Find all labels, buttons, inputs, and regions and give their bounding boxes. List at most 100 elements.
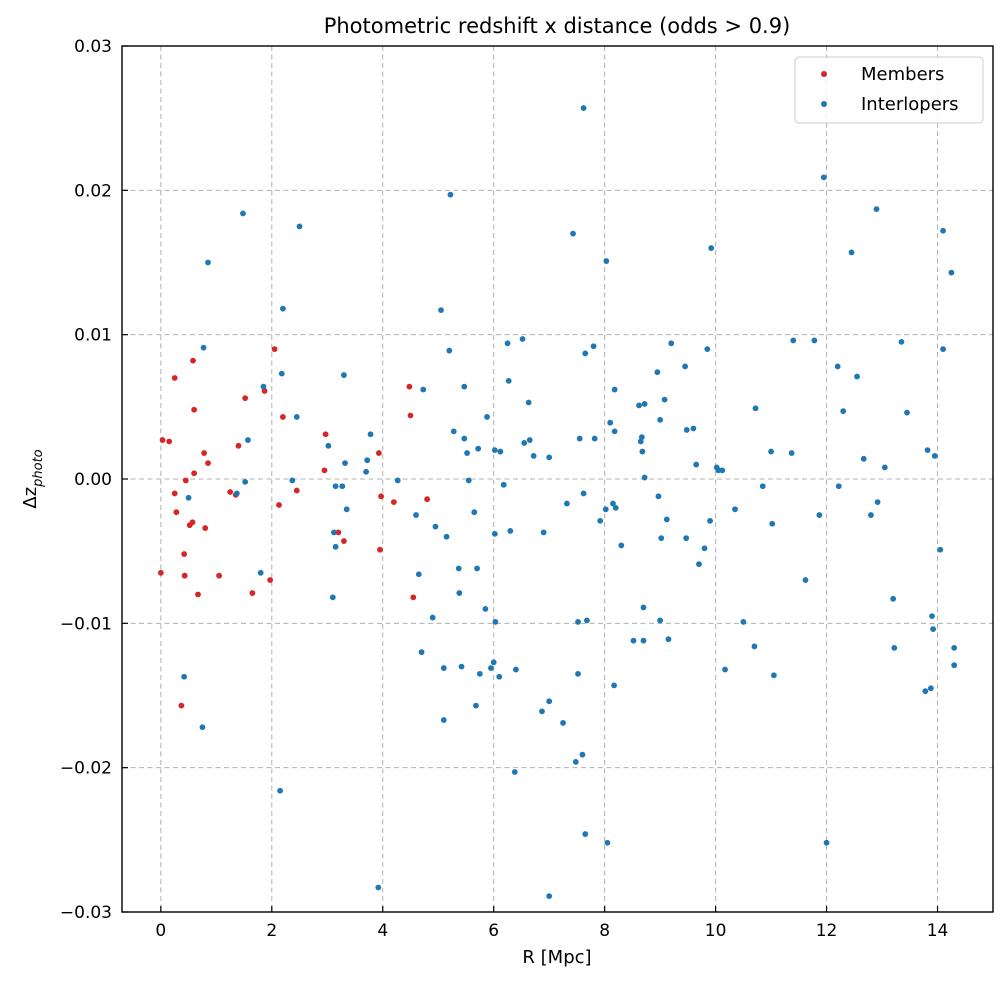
interloper-point (526, 437, 533, 443)
interloper-point (277, 787, 284, 794)
member-point (406, 383, 413, 390)
member-point (242, 395, 249, 402)
interloper-point (881, 464, 888, 471)
member-point (159, 437, 166, 443)
interloper-point (611, 386, 618, 393)
interloper-point (580, 490, 587, 497)
interloper-point (181, 673, 188, 680)
interloper-point (420, 386, 427, 393)
interloper-point (504, 340, 511, 347)
interloper-point (575, 618, 581, 625)
interloper-point (464, 450, 470, 456)
member-point (378, 493, 384, 500)
interloper-point (693, 461, 700, 468)
interloper-point (199, 724, 206, 731)
member-point (191, 470, 198, 477)
interloper-point (367, 431, 374, 438)
y-tick-label: −0.02 (60, 759, 112, 779)
legend-members-label: Members (861, 64, 944, 85)
interloper-point (630, 637, 637, 644)
interloper-point (440, 717, 447, 723)
member-point (173, 509, 180, 516)
x-tick-label: 10 (705, 921, 727, 941)
chart-title: Photometric redshift x distance (odds > … (324, 14, 791, 38)
interloper-point (951, 662, 958, 669)
y-tick-label: −0.03 (60, 903, 112, 923)
interloper-point (260, 383, 267, 390)
interloper-point (443, 533, 450, 540)
interloper-point (668, 340, 675, 347)
interloper-point (579, 751, 586, 758)
member-point (271, 346, 278, 352)
interloper-point (293, 414, 300, 420)
interloper-point (525, 399, 532, 406)
interloper-point (496, 673, 503, 680)
member-point (276, 502, 282, 508)
interloper-point (607, 419, 614, 426)
interloper-point (948, 269, 955, 276)
interloper-point (640, 637, 647, 644)
member-point (335, 529, 342, 536)
legend-interlopers-marker (821, 101, 827, 107)
interloper-point (707, 517, 713, 524)
interloper-point (597, 517, 604, 524)
interloper-point (701, 545, 708, 552)
interloper-point (618, 542, 625, 549)
interloper-point (924, 447, 931, 454)
member-point (321, 467, 328, 474)
member-point (424, 496, 431, 503)
interloper-point (572, 758, 579, 765)
interloper-point (560, 720, 566, 726)
interloper-point (661, 396, 668, 403)
interloper-point (492, 618, 499, 625)
x-tick-label: 2 (266, 921, 277, 941)
x-tick-label: 6 (488, 921, 499, 941)
interloper-point (654, 369, 661, 376)
interloper-point (898, 338, 905, 345)
interloper-point (708, 245, 715, 251)
interloper-point (233, 490, 240, 497)
interloper-point (570, 230, 576, 237)
interloper-point (576, 435, 583, 442)
interloper-point (683, 535, 690, 542)
member-point (178, 702, 185, 709)
member-point (205, 460, 211, 467)
member-point (190, 357, 196, 364)
interloper-point (530, 453, 537, 459)
interloper-point (704, 346, 711, 352)
interloper-point (200, 344, 207, 351)
interloper-point (638, 434, 645, 441)
interloper-point (722, 666, 728, 673)
interloper-point (840, 408, 847, 415)
interloper-point (860, 455, 867, 462)
interloper-point (546, 893, 553, 900)
interloper-point (363, 468, 370, 475)
interloper-point (546, 454, 553, 461)
y-tick-label: 0.00 (74, 470, 112, 490)
interloper-point (682, 363, 688, 370)
interloper-point (873, 206, 880, 212)
interloper-point (490, 659, 497, 666)
member-point (216, 572, 222, 579)
member-point (410, 594, 417, 601)
interloper-point (641, 474, 648, 481)
y-tick-label: 0.03 (74, 37, 112, 57)
member-point (227, 489, 234, 495)
interloper-point (854, 373, 860, 380)
interloper-point (500, 481, 507, 488)
legend-members-marker (821, 71, 827, 77)
interloper-point (438, 307, 444, 314)
y-tick-label: −0.01 (60, 614, 112, 634)
member-point (341, 538, 347, 544)
interloper-point (488, 665, 494, 671)
interloper-point (751, 643, 758, 650)
interloper-point (931, 453, 938, 459)
interloper-point (891, 644, 898, 651)
interloper-point (816, 512, 823, 518)
interloper-point (580, 105, 587, 111)
x-tick-label: 12 (816, 921, 838, 941)
member-point (201, 450, 208, 456)
interloper-point (811, 337, 818, 344)
interloper-point (447, 191, 454, 198)
